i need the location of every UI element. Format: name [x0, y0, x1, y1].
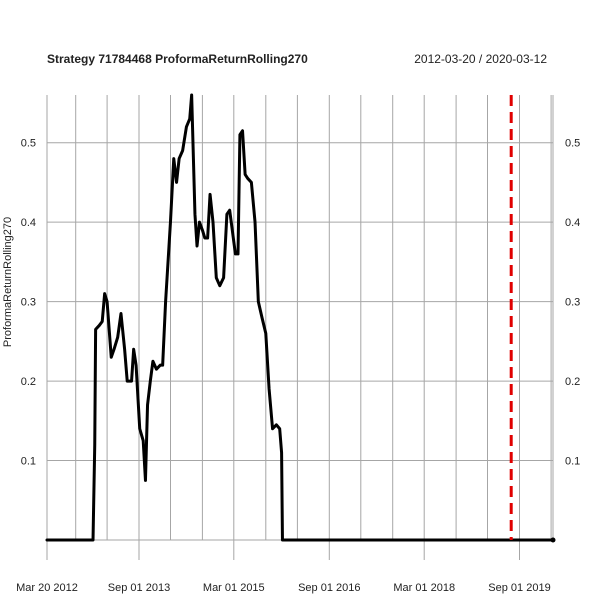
- x-tick-label: Mar 20 2012: [16, 582, 78, 594]
- x-tick-label: Sep 01 2016: [298, 582, 360, 594]
- x-tick-label: Sep 01 2019: [488, 582, 550, 594]
- y-tick-label-right: 0.5: [565, 138, 580, 150]
- marker-layer: [509, 95, 556, 543]
- chart-title: Strategy 71784468 ProformaReturnRolling2…: [47, 52, 308, 66]
- grid: [46, 95, 553, 540]
- date-range: 2012-03-20 / 2020-03-12: [414, 52, 547, 66]
- y-tick-label-left: 0.3: [21, 297, 36, 309]
- y-axis-label: ProformaReturnRolling270: [2, 217, 14, 347]
- series-layer: [45, 93, 555, 542]
- y-tick-label-right: 0.2: [565, 376, 580, 388]
- y-axis-left: 0.1 0.2 0.3 0.4 0.5: [21, 138, 36, 468]
- y-tick-label-right: 0.4: [565, 217, 580, 229]
- y-axis-right: 0.1 0.2 0.3 0.4 0.5: [565, 138, 580, 468]
- x-axis: Mar 20 2012 Sep 01 2013 Mar 01 2015 Sep 01 …: [16, 540, 551, 594]
- endpoint-dot: [550, 537, 556, 543]
- y-tick-label-left: 0.4: [21, 217, 36, 229]
- y-tick-label-right: 0.1: [565, 456, 580, 468]
- series-line: [45, 93, 555, 542]
- x-tick-label: Mar 01 2018: [393, 582, 455, 594]
- y-tick-label-left: 0.1: [21, 456, 36, 468]
- x-tick-label: Mar 01 2015: [203, 582, 265, 594]
- x-tick-label: Sep 01 2013: [108, 582, 170, 594]
- y-tick-label-left: 0.5: [21, 138, 36, 150]
- y-tick-label-right: 0.3: [565, 297, 580, 309]
- y-tick-label-left: 0.2: [21, 376, 36, 388]
